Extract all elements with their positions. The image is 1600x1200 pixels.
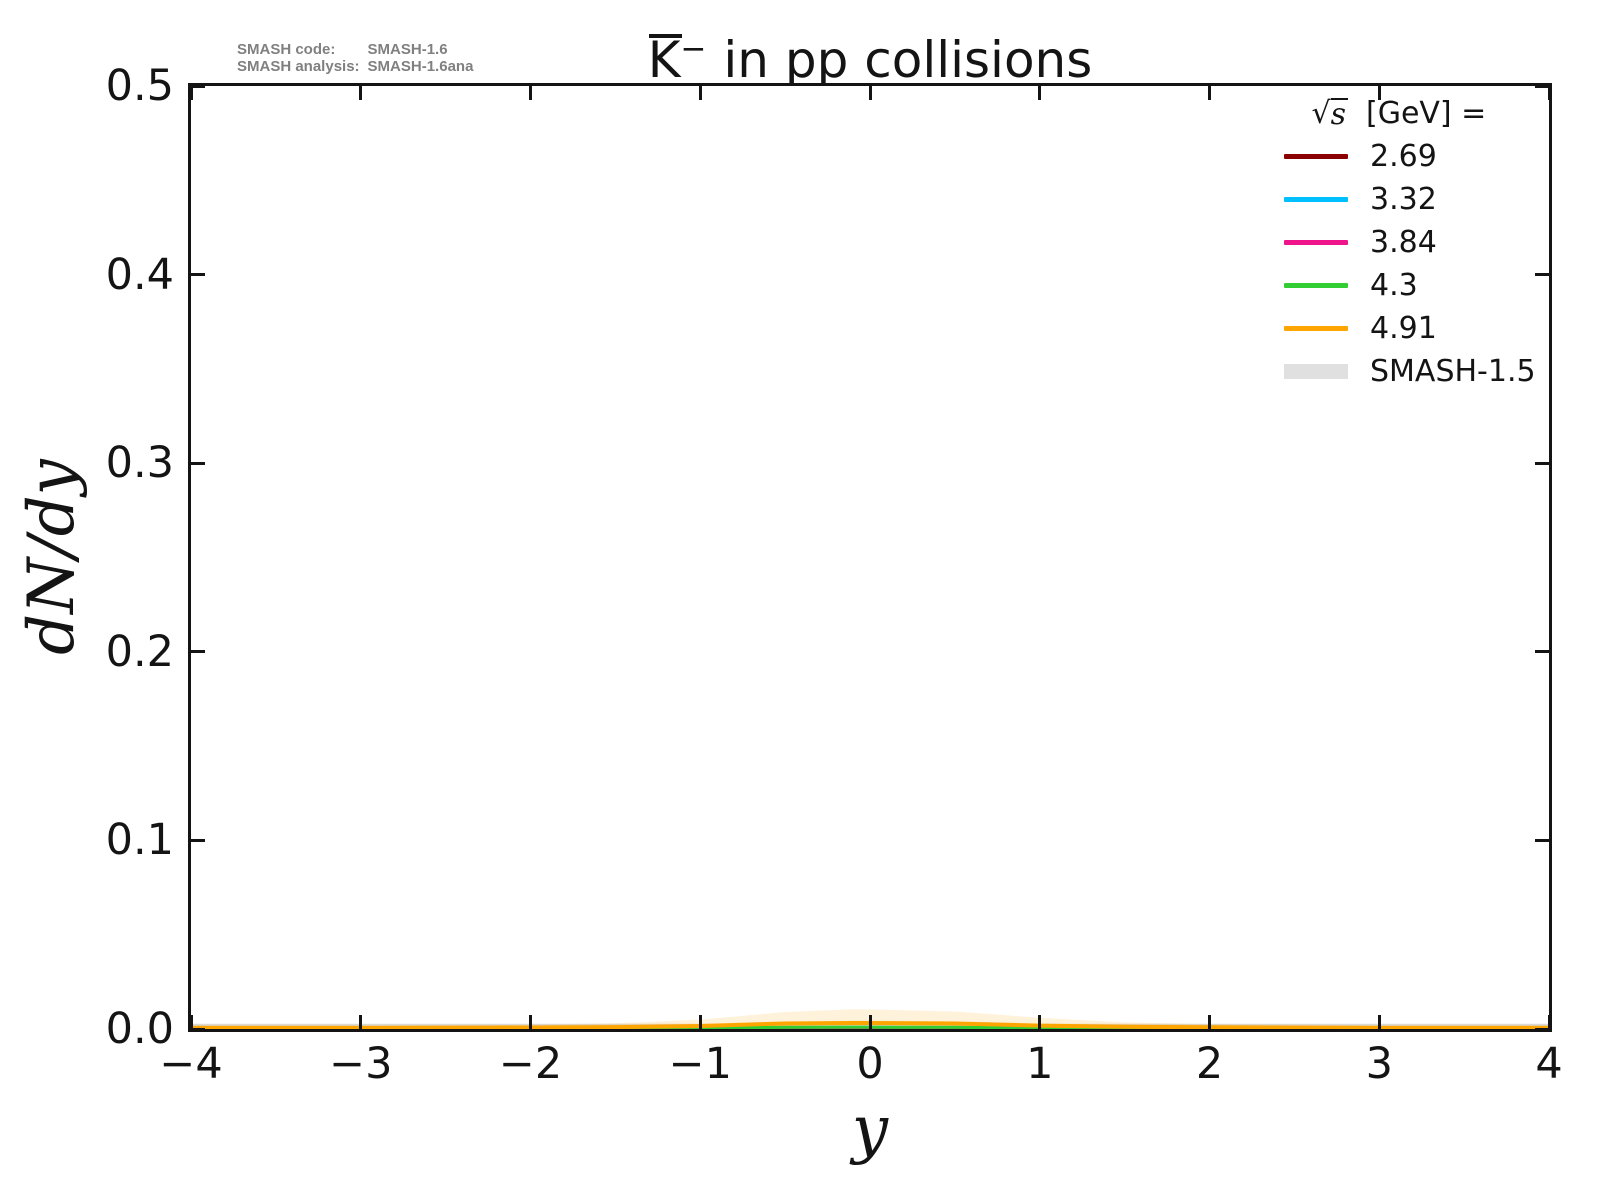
x-tick-label: −1 [668, 1039, 732, 1089]
legend-entry-smash-1.5: SMASH-1.5 [1284, 350, 1536, 393]
y-tick-mark [191, 1027, 205, 1031]
legend-entry-3.84: 3.84 [1284, 221, 1536, 264]
sqrt-s-symbol: √ s [1311, 96, 1348, 132]
legend-entry-label: 4.3 [1370, 268, 1418, 303]
particle-symbol: K [647, 31, 682, 89]
x-tick-mark [1377, 86, 1381, 100]
x-tick-mark [1038, 86, 1042, 100]
x-tick-mark [1547, 1015, 1551, 1029]
x-tick-label: 2 [1195, 1039, 1224, 1089]
x-tick-mark [189, 1015, 193, 1029]
series-line-4.91 [191, 1021, 1549, 1029]
x-tick-label: 3 [1365, 1039, 1393, 1089]
y-tick-mark [191, 84, 205, 88]
watermark-value: SMASH-1.6ana [367, 58, 474, 75]
x-tick-label: 1 [1026, 1039, 1054, 1089]
y-tick-mark [191, 650, 205, 654]
legend-swatch-cell [1284, 197, 1348, 202]
legend-header-units: [GeV] = [1366, 96, 1487, 131]
legend-swatch-cell [1284, 154, 1348, 159]
x-tick-mark [529, 1015, 532, 1029]
y-tick-mark [1535, 1027, 1549, 1031]
x-axis-label: y [851, 1093, 889, 1167]
plot-area: √ s [GeV] = 2.69 3.32 3.84 4.3 4.91 SMASH-1.5 [188, 83, 1552, 1032]
x-tick-label: −3 [329, 1039, 393, 1089]
y-tick-mark [1535, 273, 1549, 277]
particle-charge: − [680, 31, 708, 67]
x-tick-mark [698, 1015, 702, 1029]
x-tick-labels: −4 −3 −2 −1 0 1 2 3 4 [159, 1039, 1562, 1092]
x-tick-mark [529, 86, 532, 100]
x-tick-mark [1038, 1015, 1042, 1029]
x-tick-mark [868, 86, 872, 100]
x-tick-mark [698, 86, 702, 100]
legend-swatch-cell [1284, 364, 1348, 379]
x-tick-mark [1377, 1015, 1381, 1029]
legend-entry-4.91: 4.91 [1284, 307, 1536, 350]
legend-entry-label: 2.69 [1370, 139, 1437, 174]
y-tick-label: 0.4 [105, 249, 174, 300]
y-tick-labels: 0.0 0.1 0.2 0.3 0.4 0.5 [0, 62, 174, 1053]
y-tick-label: 0.1 [105, 815, 174, 866]
legend-swatch-cell [1284, 240, 1348, 245]
legend-entry-label: 4.91 [1370, 311, 1437, 346]
legend-entry-label: 3.84 [1370, 225, 1437, 260]
y-tick-mark [191, 461, 205, 465]
y-tick-mark [1535, 838, 1549, 842]
x-tick-mark [189, 86, 193, 100]
legend-line-swatch [1284, 326, 1348, 331]
y-tick-label: 0.5 [105, 61, 174, 111]
y-tick-mark [191, 838, 205, 842]
watermark-label: SMASH analysis: [237, 58, 360, 75]
x-tick-mark [1208, 86, 1211, 100]
legend-entry-label: SMASH-1.5 [1370, 354, 1536, 389]
legend-entry-label: 3.32 [1370, 182, 1437, 217]
legend-entry-4.3: 4.3 [1284, 264, 1536, 307]
x-tick-mark [1547, 86, 1551, 100]
y-tick-label: 0.0 [105, 1004, 174, 1054]
x-tick-mark [1208, 1015, 1211, 1029]
title-text: in pp collisions [723, 31, 1093, 89]
watermark-value: SMASH-1.6 [367, 41, 448, 58]
x-tick-label: 0 [856, 1039, 884, 1089]
legend-entry-3.32: 3.32 [1284, 178, 1536, 221]
legend-header: √ s [GeV] = [1284, 92, 1536, 135]
legend-line-swatch [1284, 197, 1348, 202]
y-tick-label: 0.2 [105, 626, 174, 677]
legend-line-swatch [1284, 283, 1348, 288]
x-tick-mark [359, 86, 363, 100]
x-tick-label: 4 [1535, 1039, 1563, 1089]
smash-version-watermark: SMASH code: SMASH-1.6 SMASH analysis: SM… [237, 41, 473, 75]
legend: √ s [GeV] = 2.69 3.32 3.84 4.3 4.91 SMASH-1.5 [1284, 92, 1536, 393]
legend-swatch-cell [1284, 326, 1348, 331]
y-tick-mark [1535, 84, 1549, 88]
y-tick-mark [1535, 461, 1549, 465]
y-tick-label: 0.3 [105, 438, 174, 489]
legend-line-swatch [1284, 240, 1348, 245]
x-tick-mark [868, 1015, 872, 1029]
x-tick-label: −4 [159, 1039, 223, 1089]
x-tick-label: −2 [498, 1039, 563, 1089]
y-tick-mark [1535, 650, 1549, 654]
legend-band-swatch [1284, 364, 1348, 379]
legend-swatch-cell [1284, 283, 1348, 288]
chart-title: K− in pp collisions [188, 18, 1552, 91]
legend-entry-2.69: 2.69 [1284, 135, 1536, 178]
x-tick-mark [359, 1015, 363, 1029]
legend-line-swatch [1284, 154, 1348, 159]
y-tick-mark [191, 273, 205, 277]
watermark-label: SMASH code: [237, 41, 336, 58]
